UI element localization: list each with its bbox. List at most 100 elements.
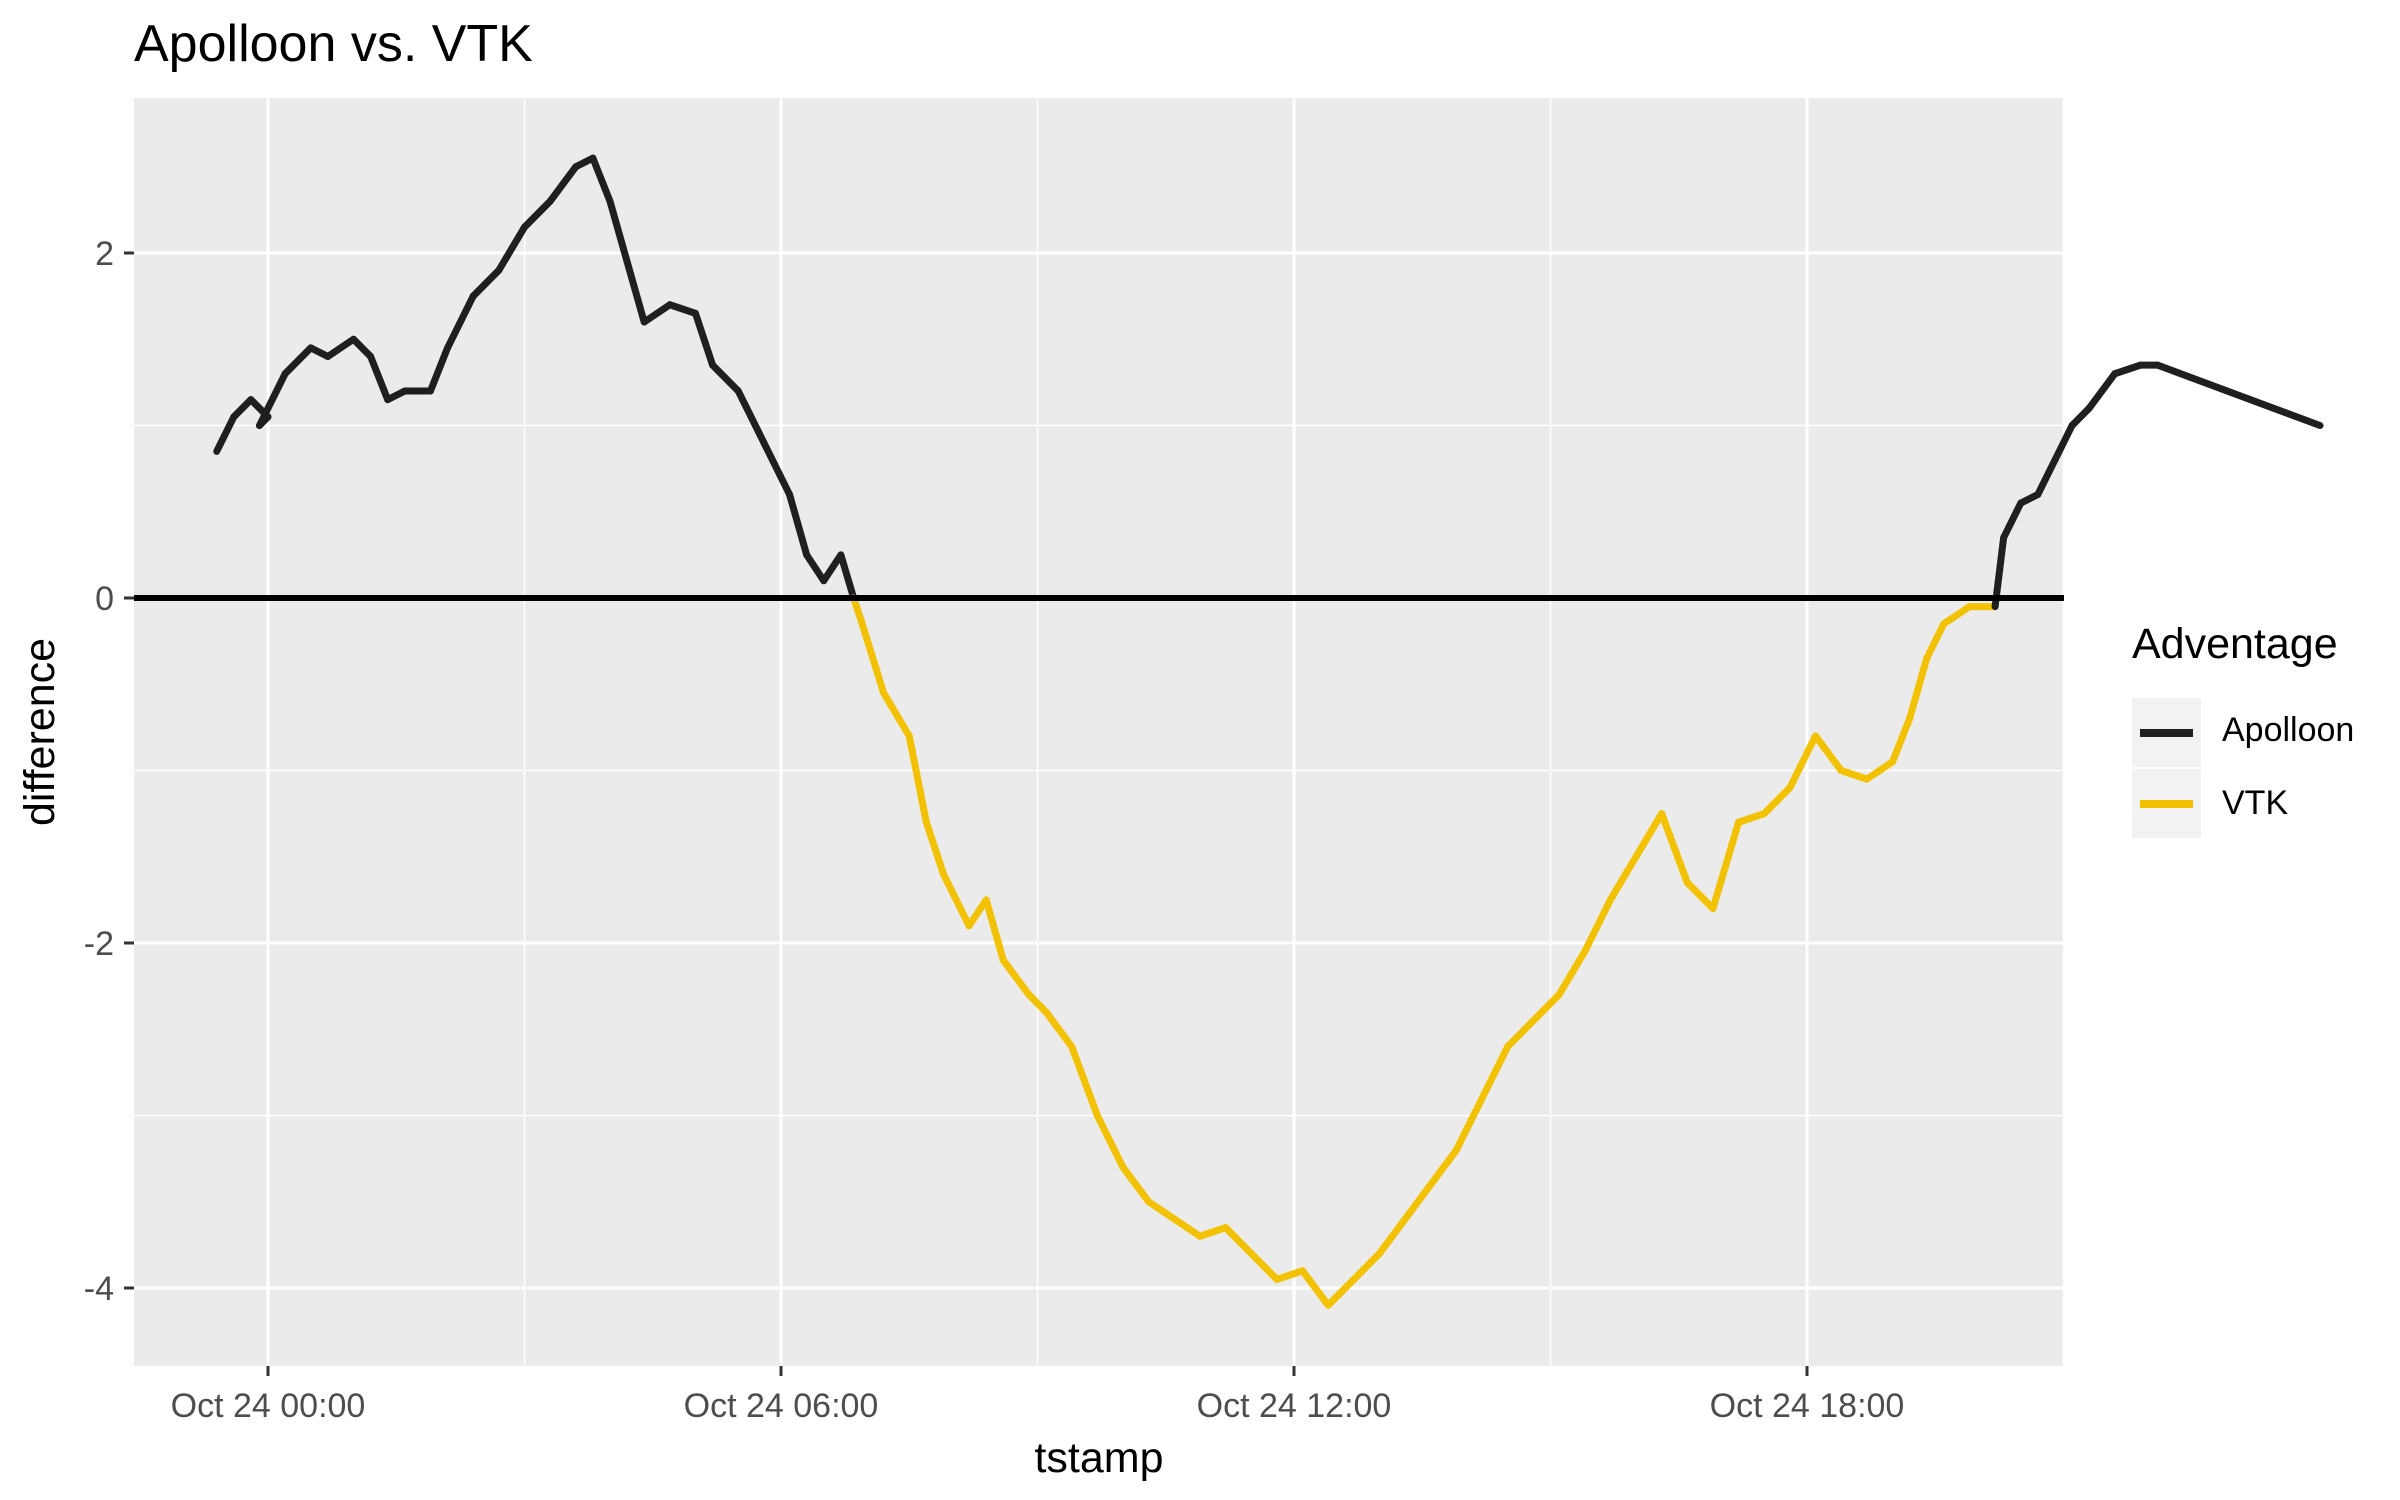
series-segment-vtk — [982, 896, 1007, 964]
chart-title: Apolloon vs. VTK — [134, 15, 533, 73]
legend-key-vtk — [2132, 769, 2201, 838]
series-segment-vtk — [1247, 1250, 1281, 1283]
series-segment-apolloon — [426, 344, 452, 395]
series-segment-apolloon — [350, 335, 375, 360]
series-segment-apolloon — [666, 301, 699, 317]
series-segment-vtk — [1273, 1267, 1307, 1283]
series-segment-apolloon — [640, 301, 674, 326]
y-tick-label: 2 — [95, 235, 114, 273]
series-segment-vtk — [1735, 810, 1768, 826]
legend-swatch-vtk — [2140, 800, 2193, 808]
series-segment-vtk — [1760, 784, 1794, 818]
series-segment-vtk — [1786, 732, 1820, 792]
series-segment-vtk — [1478, 1043, 1512, 1102]
series-segment-vtk — [1837, 767, 1871, 783]
series-segment-vtk — [1042, 1008, 1076, 1050]
series-segment-apolloon — [2154, 361, 2324, 429]
series-segment-vtk — [880, 689, 913, 740]
series-segment-vtk — [1376, 1215, 1409, 1257]
series-segment-apolloon — [803, 551, 828, 585]
y-axis: 2 0 -2 -4 — [84, 235, 134, 1308]
y-axis-label: difference — [16, 638, 64, 826]
series-segment-apolloon — [786, 491, 811, 559]
y-tick-label: 0 — [95, 580, 114, 618]
series-segment-apolloon — [820, 551, 845, 585]
series-segment-vtk — [1196, 1224, 1230, 1240]
series-segment-apolloon — [623, 258, 648, 326]
series-segment-apolloon — [589, 154, 614, 205]
series-segment-vtk — [1145, 1198, 1178, 1223]
series-segment-vtk — [1709, 818, 1743, 912]
series-segment-vtk — [1529, 991, 1563, 1025]
series-segment-vtk — [850, 594, 866, 628]
series-segment-vtk — [1581, 896, 1614, 956]
series-segment-vtk — [1940, 603, 1973, 628]
series-segment-vtk — [939, 870, 973, 930]
series-segment-vtk — [1401, 1181, 1435, 1223]
series-segment-apolloon — [213, 413, 238, 455]
series-segment-vtk — [1923, 620, 1948, 662]
series-segment-vtk — [1452, 1094, 1486, 1154]
series-segment-vtk — [1350, 1250, 1383, 1283]
grid-minor — [134, 79, 2065, 1366]
series-segment-apolloon — [837, 551, 858, 602]
series-segment-vtk — [1504, 1017, 1537, 1050]
series-segment-vtk — [1555, 948, 1589, 999]
series-segment-vtk — [1222, 1224, 1255, 1257]
series-segment-apolloon — [2051, 422, 2076, 464]
series-segment-vtk — [1119, 1163, 1153, 1206]
series-segment-vtk — [858, 620, 888, 697]
series-segment-vtk — [1632, 810, 1666, 861]
series-segment-vtk — [905, 732, 930, 826]
y-tick-label: -2 — [84, 925, 114, 963]
series-segment-vtk — [1170, 1215, 1204, 1240]
series-segment-apolloon — [444, 292, 477, 352]
x-tick-label: Oct 24 00:00 — [171, 1387, 366, 1425]
series-segment-apolloon — [2068, 404, 2093, 429]
series-segment-apolloon — [692, 309, 717, 369]
series-lines — [213, 154, 2324, 1309]
series-segment-apolloon — [760, 439, 794, 498]
series-segment-vtk — [922, 818, 947, 878]
x-tick-label: Oct 24 12:00 — [1197, 1387, 1392, 1425]
legend-title: Adventage — [2132, 620, 2338, 668]
series-segment-vtk — [1863, 758, 1896, 783]
x-axis: Oct 24 00:00 Oct 24 06:00 Oct 24 12:00 Oct … — [171, 1366, 1905, 1425]
series-segment-apolloon — [324, 335, 357, 360]
series-segment-apolloon — [546, 163, 580, 205]
plot-panel — [134, 98, 2064, 1366]
series-segment-vtk — [1906, 654, 1931, 723]
series-segment-apolloon — [495, 223, 528, 274]
series-segment-apolloon — [2111, 361, 2144, 378]
series-segment-vtk — [1299, 1267, 1332, 1309]
series-segment-vtk — [965, 896, 990, 930]
series-segment-vtk — [999, 956, 1033, 999]
series-segment-apolloon — [281, 344, 315, 378]
x-tick-label: Oct 24 18:00 — [1710, 1387, 1905, 1425]
legend-key-apolloon — [2132, 698, 2201, 767]
series-segment-apolloon — [469, 266, 503, 300]
y-tick-label: -4 — [84, 1270, 114, 1308]
series-segment-vtk — [1324, 1275, 1358, 1309]
series-segment-vtk — [1658, 810, 1691, 887]
series-segment-apolloon — [367, 353, 392, 404]
series-segment-apolloon — [2000, 499, 2025, 542]
series-segment-vtk — [1606, 853, 1640, 904]
series-segment-apolloon — [734, 387, 768, 447]
series-segment-apolloon — [521, 197, 554, 231]
series-segment-vtk — [1889, 715, 1914, 766]
series-segment-apolloon — [230, 396, 255, 421]
x-axis-label: tstamp — [1034, 1434, 1163, 1482]
series-segment-apolloon — [2085, 370, 2119, 412]
series-segment-vtk — [1025, 991, 1050, 1016]
series-segment-apolloon — [606, 197, 631, 266]
series-segment-apolloon — [2034, 456, 2059, 498]
x-tick-label: Oct 24 06:00 — [684, 1387, 879, 1425]
series-segment-vtk — [1683, 879, 1717, 912]
series-segment-vtk — [1812, 732, 1845, 774]
series-segment-vtk — [1427, 1146, 1460, 1188]
legend-swatch-apolloon — [2140, 729, 2193, 737]
series-segment-vtk — [1068, 1043, 1101, 1119]
series-segment-apolloon — [709, 361, 742, 395]
